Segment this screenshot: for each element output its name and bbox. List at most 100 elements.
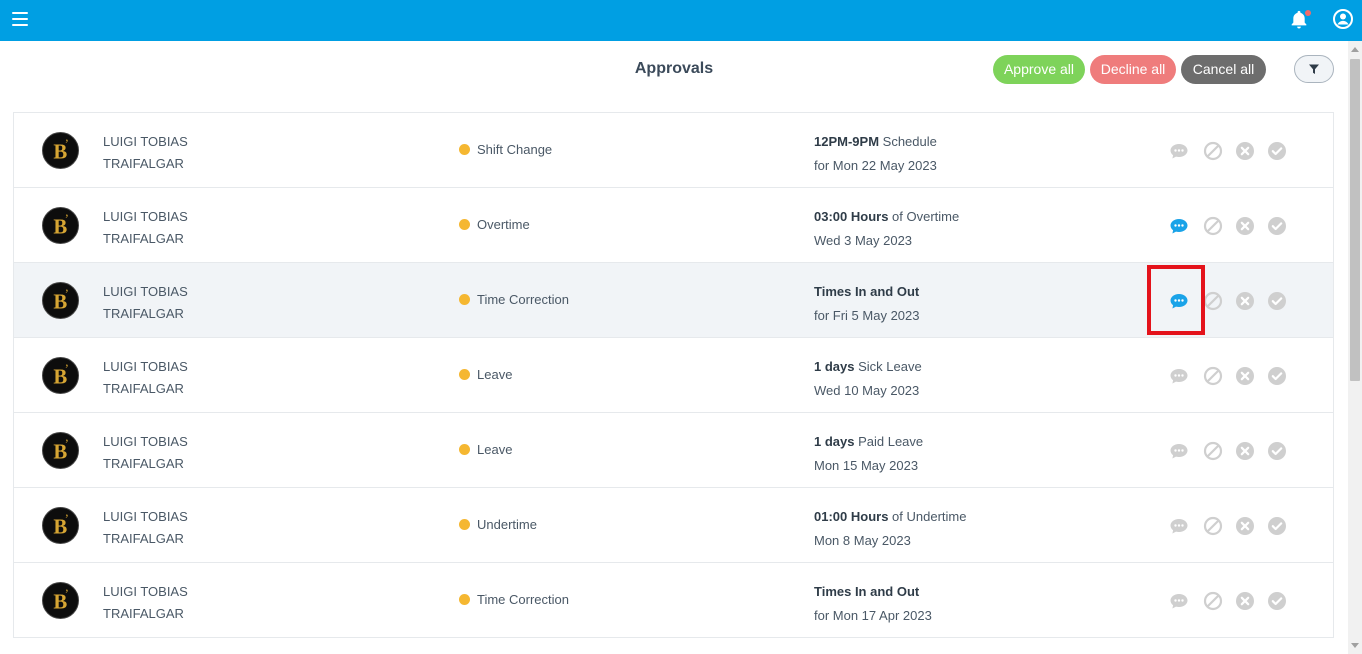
employee-name: LUIGI TOBIAS TRAIFALGAR [103,131,188,175]
request-date: for Mon 17 Apr 2023 [814,608,932,623]
approve-icon[interactable] [1267,216,1287,236]
row-actions [1169,216,1299,236]
request-date: for Fri 5 May 2023 [814,308,920,323]
employee-last-name: TRAIFALGAR [103,456,184,471]
block-icon[interactable] [1203,291,1223,311]
employee-first-name: LUIGI TOBIAS [103,209,188,224]
request-date: Wed 10 May 2023 [814,383,920,398]
request-detail: 01:00 Hours of Undertime Mon 8 May 2023 [814,505,966,553]
avatar: B’ [42,582,79,619]
block-icon[interactable] [1203,216,1223,236]
request-row[interactable]: B’ LUIGI TOBIAS TRAIFALGAR Time Correction T… [14,563,1333,638]
detail-value: 1 days [814,434,855,449]
cancel-all-button[interactable]: Cancel all [1181,55,1266,84]
svg-text:’: ’ [65,362,69,376]
menu-icon[interactable] [12,12,28,26]
request-type-label: Leave [477,442,513,457]
approve-icon[interactable] [1267,291,1287,311]
svg-text:B: B [53,290,67,314]
detail-label: Sick Leave [854,359,922,374]
request-type: Shift Change [459,142,552,157]
employee-name: LUIGI TOBIAS TRAIFALGAR [103,206,188,250]
approve-icon[interactable] [1267,441,1287,461]
block-icon[interactable] [1203,591,1223,611]
scrollbar[interactable] [1348,41,1362,654]
row-actions [1169,591,1299,611]
decline-icon[interactable] [1235,141,1255,161]
approve-icon[interactable] [1267,516,1287,536]
status-dot [459,594,470,605]
comment-icon[interactable] [1169,141,1189,161]
request-row[interactable]: B’ LUIGI TOBIAS TRAIFALGAR Overtime 03:00 Ho… [14,188,1333,263]
user-icon[interactable] [1333,9,1353,29]
block-icon[interactable] [1203,366,1223,386]
scroll-thumb[interactable] [1350,59,1360,381]
row-actions [1169,516,1299,536]
employee-first-name: LUIGI TOBIAS [103,434,188,449]
decline-icon[interactable] [1235,516,1255,536]
decline-icon[interactable] [1235,366,1255,386]
request-type-label: Undertime [477,517,537,532]
request-row[interactable]: B’ LUIGI TOBIAS TRAIFALGAR Leave 1 days Sick… [14,338,1333,413]
request-type-label: Overtime [477,217,530,232]
approvals-list: B’ LUIGI TOBIAS TRAIFALGAR Shift Change 12PM… [13,112,1334,638]
comment-icon[interactable] [1169,441,1189,461]
decline-icon[interactable] [1235,591,1255,611]
request-type: Overtime [459,217,530,232]
block-icon[interactable] [1203,441,1223,461]
row-actions [1169,141,1299,161]
request-row[interactable]: B’ LUIGI TOBIAS TRAIFALGAR Leave 1 days Paid… [14,413,1333,488]
employee-last-name: TRAIFALGAR [103,381,184,396]
employee-last-name: TRAIFALGAR [103,156,184,171]
comment-icon[interactable] [1169,591,1189,611]
row-actions [1169,366,1299,386]
request-row[interactable]: B’ LUIGI TOBIAS TRAIFALGAR Shift Change 12PM… [14,113,1333,188]
employee-last-name: TRAIFALGAR [103,606,184,621]
decline-icon[interactable] [1235,291,1255,311]
request-type-label: Time Correction [477,292,569,307]
employee-name: LUIGI TOBIAS TRAIFALGAR [103,431,188,475]
employee-last-name: TRAIFALGAR [103,306,184,321]
employee-last-name: TRAIFALGAR [103,531,184,546]
page-title: Approvals [634,60,714,77]
scroll-down-arrow[interactable] [1351,643,1359,648]
request-type: Undertime [459,517,537,532]
row-actions [1169,441,1299,461]
request-date: Mon 15 May 2023 [814,458,919,473]
status-dot [459,144,470,155]
top-bar [0,0,1362,41]
request-row[interactable]: B’ LUIGI TOBIAS TRAIFALGAR Time Correction T… [14,263,1333,338]
decline-icon[interactable] [1235,216,1255,236]
decline-all-button[interactable]: Decline all [1090,55,1176,84]
request-detail: 1 days Sick Leave Wed 10 May 2023 [814,355,922,403]
detail-value: 01:00 Hours [814,509,889,524]
employee-first-name: LUIGI TOBIAS [103,284,188,299]
svg-text:B: B [53,590,67,614]
block-icon[interactable] [1203,516,1223,536]
comment-icon[interactable] [1169,291,1189,311]
approve-all-button[interactable]: Approve all [993,55,1085,84]
approve-icon[interactable] [1267,591,1287,611]
decline-icon[interactable] [1235,441,1255,461]
svg-text:’: ’ [65,287,69,301]
request-row[interactable]: B’ LUIGI TOBIAS TRAIFALGAR Undertime 01:00 H… [14,488,1333,563]
filter-icon [1309,64,1319,74]
status-dot [459,519,470,530]
comment-icon[interactable] [1169,216,1189,236]
block-icon[interactable] [1203,141,1223,161]
avatar: B’ [42,432,79,469]
svg-text:B: B [53,515,67,539]
request-type-label: Leave [477,367,513,382]
comment-icon[interactable] [1169,366,1189,386]
detail-label: Paid Leave [854,434,924,449]
scroll-up-arrow[interactable] [1351,47,1359,52]
approve-icon[interactable] [1267,366,1287,386]
avatar: B’ [42,507,79,544]
status-dot [459,294,470,305]
request-detail: Times In and Out for Fri 5 May 2023 [814,280,920,328]
comment-icon[interactable] [1169,516,1189,536]
detail-value: 1 days [814,359,855,374]
approve-icon[interactable] [1267,141,1287,161]
filter-button[interactable] [1294,55,1334,83]
bell-icon[interactable] [1288,9,1310,31]
